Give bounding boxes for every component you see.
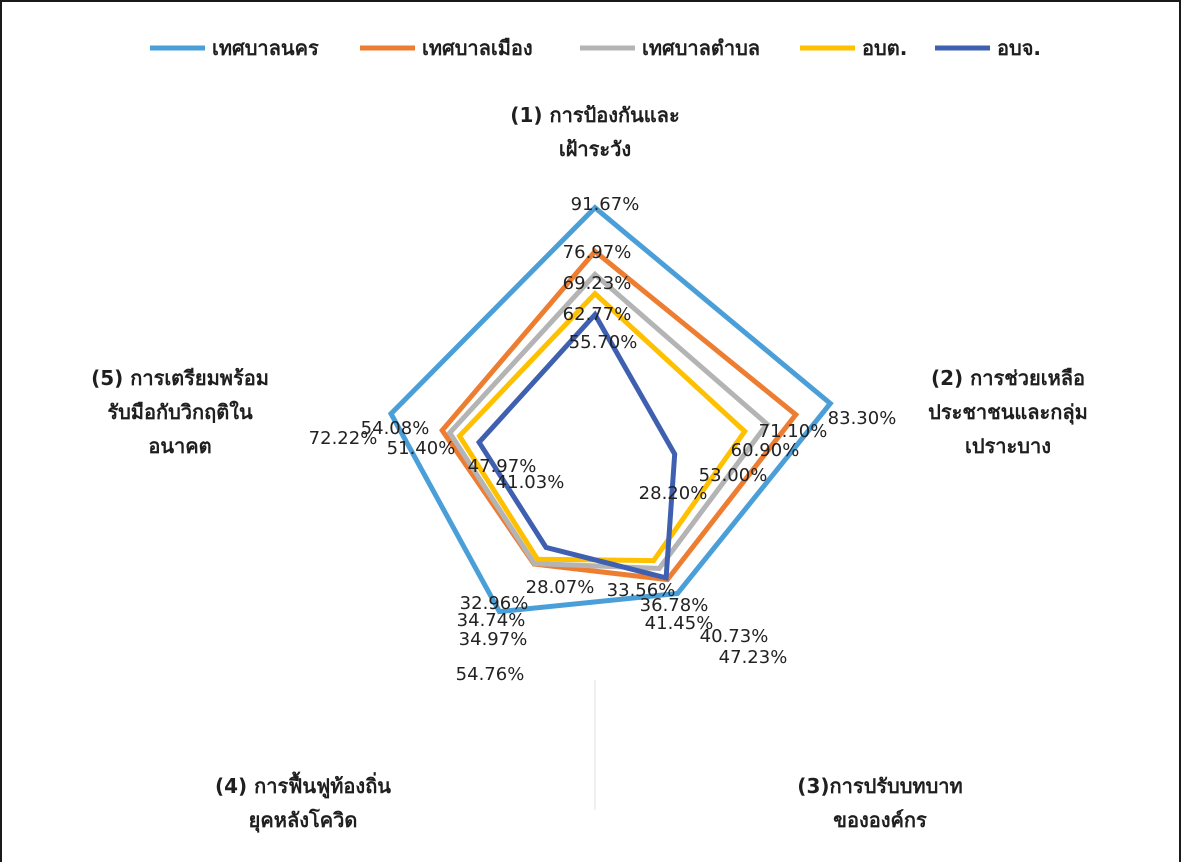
axis-label: (5) การเตรียมพร้อม: [91, 366, 269, 390]
axis-label: (4) การฟื้นฟูท้องถิ่น: [215, 771, 391, 800]
legend-label: อบต.: [862, 36, 907, 60]
data-label: 34.97%: [459, 629, 528, 650]
data-label: 32.96%: [460, 593, 529, 614]
data-label: 55.70%: [569, 332, 638, 353]
value-labels: 91.67% 83.30% 47.23% 54.76% 72.22% 76.97% 71.1…: [309, 194, 897, 685]
series-line: [475, 310, 678, 582]
data-label: 54.08%: [361, 418, 430, 439]
axis-label: อนาคต: [148, 434, 211, 458]
series-line: [387, 204, 834, 615]
data-label: 40.73%: [700, 626, 769, 647]
axis-label: ยุคหลังโควิด: [249, 808, 358, 833]
legend-label: อบจ.: [997, 36, 1041, 60]
series-lines: [387, 204, 834, 810]
data-label: 47.23%: [719, 647, 788, 668]
legend-label: เทศบาลนคร: [212, 36, 319, 60]
axis-label: รับมือกับวิกฤติใน: [107, 400, 253, 424]
axis-label: เปราะบาง: [965, 434, 1051, 458]
data-label: 53.00%: [699, 465, 768, 486]
axis-label: เฝ้าระวัง: [559, 137, 631, 161]
data-label: 41.03%: [496, 472, 565, 493]
axis-label: (2) การช่วยเหลือ: [931, 366, 1085, 390]
data-label: 69.23%: [563, 273, 632, 294]
series-line: [446, 270, 771, 571]
data-label: 28.07%: [526, 577, 595, 598]
data-label: 72.22%: [309, 428, 378, 449]
data-label: 41.45%: [645, 613, 714, 634]
axis-label: ขององค์กร: [833, 808, 927, 832]
legend: เทศบาลนคร เทศบาลเมือง เทศบาลตำบล อบต. อบจ.: [150, 36, 1041, 60]
legend-label: เทศบาลเมือง: [422, 36, 533, 60]
data-label: 76.97%: [563, 242, 632, 263]
data-label: 62.77%: [563, 304, 632, 325]
data-label: 34.74%: [457, 610, 526, 631]
data-label: 33.56%: [607, 580, 676, 601]
data-label: 36.78%: [640, 595, 709, 616]
data-label: 54.76%: [456, 664, 525, 685]
data-label: 60.90%: [731, 440, 800, 461]
axis-label: (1) การป้องกันและ: [510, 103, 679, 127]
data-label: 91.67%: [571, 194, 640, 215]
data-label: 51.40%: [387, 438, 456, 459]
axis-label: ประชาชนและกลุ่ม: [928, 400, 1088, 425]
axis-label: (3)การปรับบทบาท: [797, 774, 962, 798]
legend-label: เทศบาลตำบล: [642, 36, 760, 60]
data-label: 28.20%: [639, 483, 708, 504]
data-label: 71.10%: [759, 421, 828, 442]
series-line: [439, 247, 800, 583]
data-label: 47.97%: [468, 456, 537, 477]
data-label: 83.30%: [828, 408, 897, 429]
